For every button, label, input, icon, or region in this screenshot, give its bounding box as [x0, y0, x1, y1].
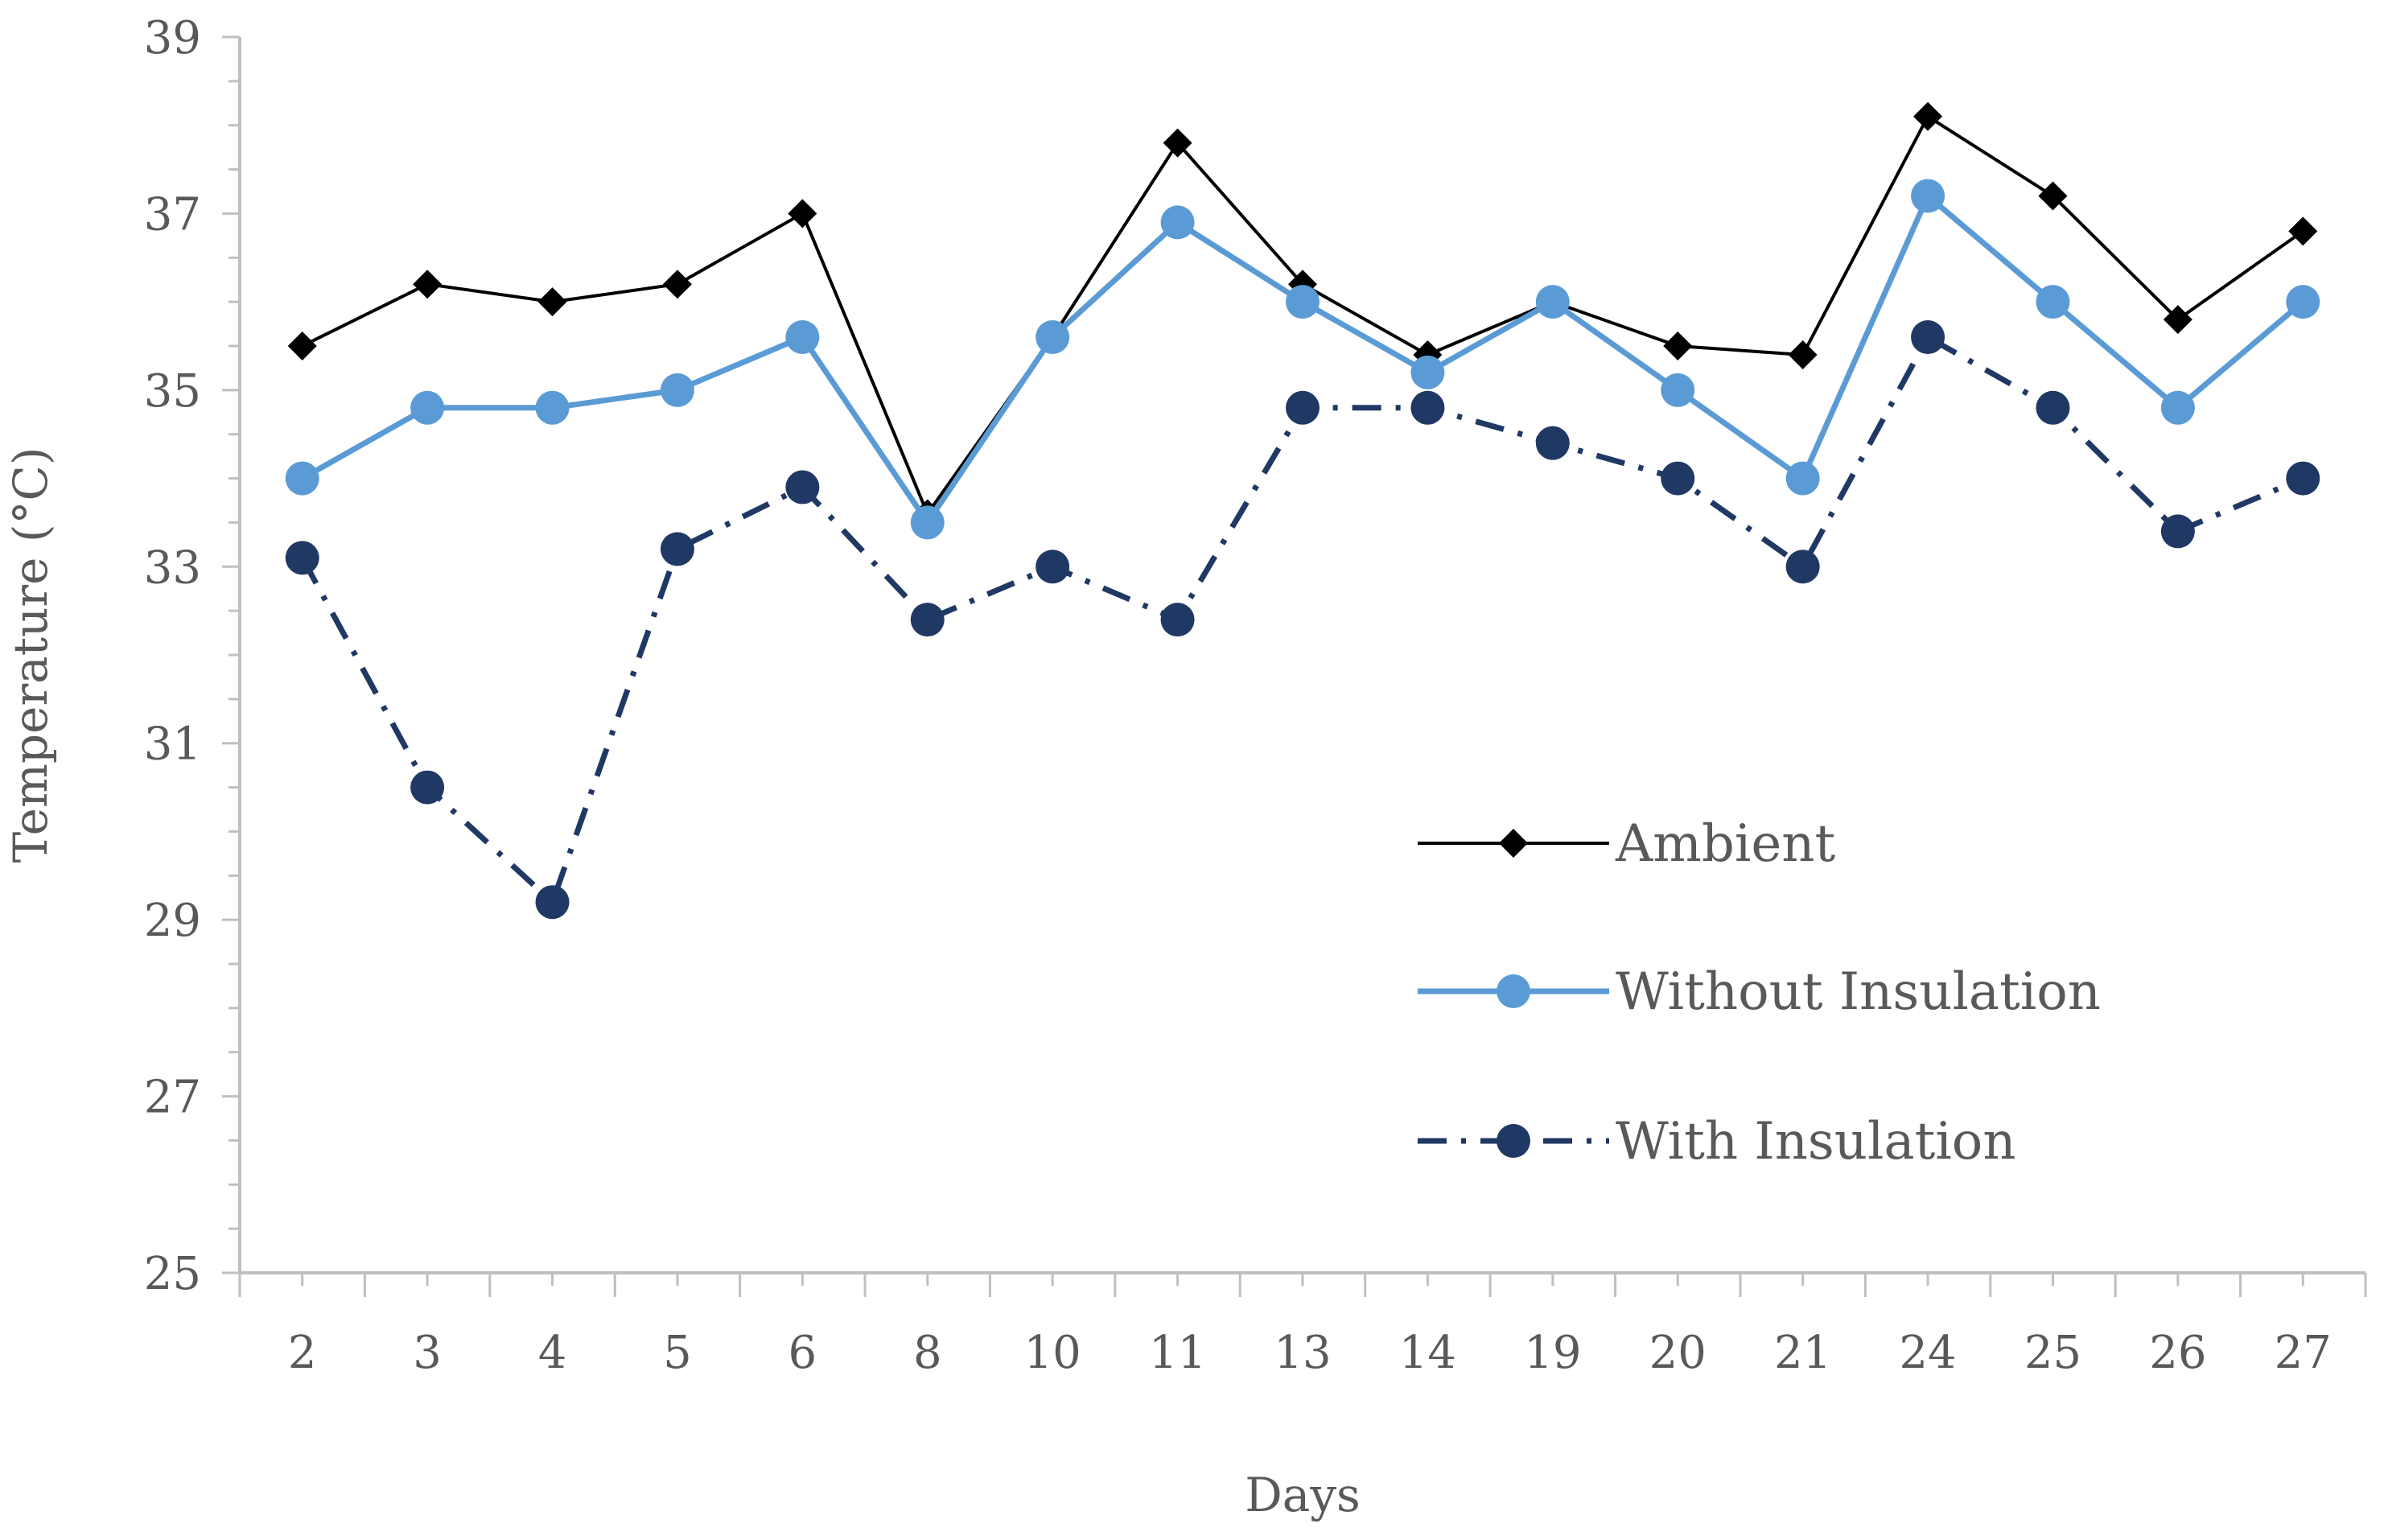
data-point	[785, 320, 820, 355]
x-tick-label: 6	[788, 1327, 817, 1379]
data-point	[785, 470, 820, 504]
legend-marker	[1499, 829, 1528, 858]
data-point	[2160, 390, 2195, 425]
series-line	[300, 192, 2305, 525]
data-point	[1661, 461, 1695, 496]
data-point	[1911, 179, 1945, 213]
legend-marker	[1497, 974, 1530, 1008]
x-tick-label: 21	[1774, 1327, 1831, 1379]
series-without-insulation	[285, 179, 2320, 540]
data-point	[660, 373, 694, 407]
x-tick-label: 13	[1274, 1327, 1331, 1379]
data-point	[660, 532, 694, 566]
x-tick-label: 14	[1399, 1327, 1456, 1379]
data-point	[537, 287, 567, 317]
x-tick-label: 19	[1524, 1327, 1581, 1379]
data-point	[1913, 101, 1943, 131]
legend-item: Ambient	[1418, 814, 1835, 874]
x-tick-label: 20	[1649, 1327, 1707, 1379]
legend-label: With Insulation	[1616, 1112, 2016, 1171]
data-point	[1785, 461, 1820, 496]
data-point	[1286, 390, 1320, 425]
data-point	[910, 505, 945, 540]
data-point	[1410, 390, 1445, 425]
data-point	[413, 270, 443, 299]
x-tick-label: 10	[1024, 1327, 1081, 1379]
data-point	[788, 199, 817, 229]
data-point	[1535, 285, 1570, 319]
x-tick-label: 2	[288, 1327, 317, 1379]
data-point	[1035, 320, 1070, 355]
x-tick-label: 25	[2024, 1327, 2081, 1379]
data-point	[285, 541, 319, 575]
data-point	[1410, 355, 1445, 389]
data-point	[1163, 128, 1192, 158]
data-point	[2038, 181, 2068, 211]
data-point	[2288, 216, 2318, 246]
data-point	[535, 885, 570, 920]
data-point	[1911, 320, 1945, 355]
data-point	[2163, 305, 2192, 335]
x-tick-label: 24	[1899, 1327, 1956, 1379]
y-tick-label: 37	[144, 188, 201, 241]
data-point	[410, 390, 445, 425]
data-point	[1535, 426, 1570, 460]
legend-item: With Insulation	[1418, 1112, 2016, 1171]
x-tick-label: 27	[2275, 1327, 2332, 1379]
legend-item: Without Insulation	[1418, 962, 2101, 1022]
y-tick-label: 25	[144, 1248, 201, 1300]
y-tick-label: 27	[144, 1072, 201, 1124]
data-point	[2036, 390, 2070, 425]
data-point	[2036, 285, 2070, 319]
y-tick-label: 31	[144, 719, 201, 771]
data-point	[1035, 550, 1070, 584]
x-tick-label: 8	[913, 1327, 942, 1379]
data-point	[2286, 285, 2320, 319]
data-point	[910, 603, 945, 637]
chart-legend: Ambient Without Insulation With Insulation	[1418, 814, 2101, 1171]
data-point	[410, 770, 445, 805]
x-tick-label: 3	[413, 1327, 442, 1379]
data-point	[285, 461, 319, 496]
data-point	[1286, 285, 1320, 319]
series-with-insulation	[285, 320, 2320, 920]
data-point	[1785, 550, 1820, 584]
data-point	[1160, 205, 1195, 240]
data-point	[2286, 461, 2320, 496]
y-axis-title: Temperature (°C)	[3, 447, 58, 863]
y-tick-label: 39	[144, 12, 201, 64]
x-tick-label: 26	[2149, 1327, 2206, 1379]
legend-label: Without Insulation	[1616, 962, 2101, 1022]
data-point	[1663, 331, 1693, 360]
data-point	[1661, 373, 1695, 407]
y-tick-label: 35	[144, 365, 201, 418]
data-point	[662, 270, 692, 299]
data-point	[1788, 340, 1818, 369]
y-tick-label: 29	[144, 895, 201, 947]
data-point	[287, 331, 317, 360]
chart-series	[285, 101, 2320, 920]
x-tick-label: 11	[1149, 1327, 1206, 1379]
y-tick-label: 33	[144, 541, 201, 594]
data-point	[2160, 514, 2195, 549]
x-tick-label: 5	[663, 1327, 692, 1379]
data-point	[1160, 603, 1195, 637]
x-tick-label: 4	[538, 1327, 567, 1379]
chart-axes: 25 27 29 31 33 35 37 39 2 3 4 5 6 8 10 11 13 14 19 20 21 24 25…	[144, 12, 2367, 1379]
x-axis-title: Days	[1245, 1468, 1361, 1522]
legend-marker	[1497, 1124, 1530, 1158]
legend-label: Ambient	[1615, 814, 1835, 874]
data-point	[535, 390, 570, 425]
